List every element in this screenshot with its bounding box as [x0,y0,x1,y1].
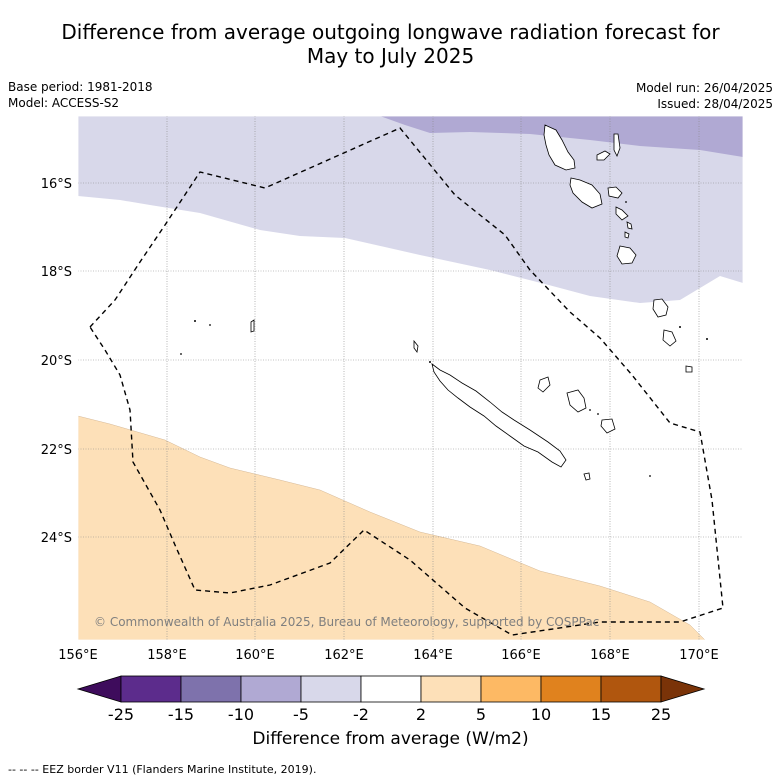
colorbar [76,675,706,703]
map-area: © Commonwealth of Australia 2025, Bureau… [78,116,743,640]
lon-label: 164°E [413,648,453,663]
belep-islands [413,339,419,353]
title-line-1: Difference from average outgoing longwav… [61,20,720,44]
colorbar-tick: 15 [591,705,611,724]
gridlines [78,116,743,640]
ouvea [537,376,551,393]
colorbar-segment [660,675,706,703]
colorbar-segment [300,675,362,703]
lon-label: 170°E [679,648,719,663]
lat-labels: 16°S 18°S 20°S 22°S 24°S [41,177,72,546]
colorbar-segment [540,675,602,703]
efate [616,245,637,265]
vanuatu-central [615,206,629,221]
small-islets [180,201,708,477]
erromango [652,298,669,318]
colorbar-segment [360,675,422,703]
vanuatu-north-2 [596,150,611,161]
colorbar-segment [480,675,542,703]
eez-footnote: -- -- -- EEZ border V11 (Flanders Marine… [8,763,317,776]
vanuatu-small-2 [624,231,630,239]
meta-left: Base period: 1981-2018 Model: ACCESS-S2 [8,79,153,111]
ambrym-area [607,186,623,199]
eez-border [89,127,724,636]
land-outlines [250,124,693,481]
colorbar-segment [240,675,302,703]
new-caledonia [431,363,567,468]
lon-label: 168°E [590,648,630,663]
lon-labels: 156°E 158°E 160°E 162°E 164°E 166°E 168°… [58,648,719,663]
tanna [662,329,677,347]
colorbar-segment [600,675,662,703]
colorbar-tick: 5 [476,705,486,724]
chart-title: Difference from average outgoing longwav… [0,20,781,68]
title-line-2: May to July 2025 [306,44,475,68]
mare [600,418,616,434]
colorbar-label: Difference from average (W/m2) [252,729,529,749]
lon-label: 166°E [501,648,541,663]
colorbar-tick: -10 [228,705,254,724]
lifou [566,389,587,413]
lat-label: 22°S [41,443,72,458]
espiritu-santo [543,124,576,171]
lon-label: 162°E [324,648,364,663]
lon-label: 160°E [235,648,275,663]
lat-label: 24°S [41,531,72,546]
colorbar-tick: 2 [416,705,426,724]
chesterfield-islet [250,319,255,333]
colorbar-tick: 25 [651,705,671,724]
colorbar-tick: -2 [353,705,369,724]
lon-label: 156°E [58,648,98,663]
isle-of-pines [583,472,591,481]
map-frame [77,115,744,641]
copyright-text: © Commonwealth of Australia 2025, Bureau… [94,615,599,629]
anomaly-band-plus-2-to-plus-5 [78,415,706,640]
issued-date: Issued: 28/04/2025 [657,97,773,111]
base-period: Base period: 1981-2018 [8,80,153,94]
colorbar-ticks: -25 -15 -10 -5 -2 2 5 10 15 25 [108,705,671,724]
colorbar-segment [420,675,482,703]
aneityum [685,365,693,373]
anomaly-band-minus-5-to-minus-2 [78,116,743,303]
lon-label: 158°E [147,648,187,663]
malakula [569,177,603,209]
lat-label: 18°S [41,265,72,280]
lat-label: 16°S [41,177,72,192]
lat-label: 20°S [41,354,72,369]
colorbar-segment [180,675,242,703]
colorbar-tick: 10 [531,705,551,724]
colorbar-segment [120,675,182,703]
meta-right: Model run: 26/04/2025 Issued: 28/04/2025 [636,80,773,112]
anomaly-band-minus-10-to-minus-5 [380,116,743,157]
model-name: Model: ACCESS-S2 [8,96,120,110]
model-run: Model run: 26/04/2025 [635,81,773,95]
vanuatu-north-1 [613,133,621,157]
colorbar-tick: -15 [168,705,194,724]
colorbar-tick: -25 [108,705,134,724]
vanuatu-small-1 [626,221,633,230]
colorbar-segment [76,675,122,703]
colorbar-tick: -5 [293,705,309,724]
